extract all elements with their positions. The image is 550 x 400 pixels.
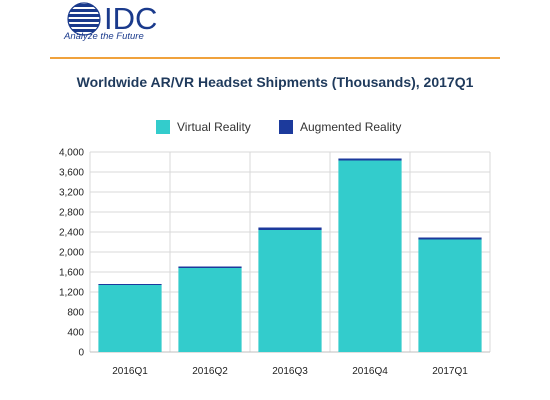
- legend-label-virtual-reality: Virtual Reality: [177, 120, 251, 134]
- bar-augmented-reality-2016q2: [178, 266, 242, 268]
- y-tick-label: 1,200: [59, 288, 84, 299]
- y-tick-label: 800: [67, 308, 84, 319]
- y-tick-label: 3,600: [59, 168, 84, 179]
- globe-logo-icon: [67, 2, 101, 36]
- x-tick-label: 2017Q1: [432, 366, 468, 377]
- y-tick-label: 0: [78, 348, 84, 359]
- bar-virtual-reality-2016q2: [178, 268, 242, 352]
- y-tick-label: 2,400: [59, 228, 84, 239]
- bar-virtual-reality-2016q3: [258, 230, 322, 352]
- chart-title: Worldwide AR/VR Headset Shipments (Thous…: [76, 74, 474, 90]
- y-axis-tick-labels: 0 400 800 1,200 1,600 2,000 2,400 2,800 3,200 3,6…: [59, 148, 84, 359]
- header-divider: [50, 57, 500, 59]
- y-tick-label: 2,800: [59, 208, 84, 219]
- legend-item-virtual-reality: Virtual Reality: [156, 119, 251, 135]
- bar-virtual-reality-2016q4: [338, 160, 402, 352]
- chart-legend: Virtual Reality Augmented Reality: [0, 119, 550, 135]
- legend-swatch-virtual-reality: [156, 120, 170, 134]
- x-tick-label: 2016Q2: [192, 366, 228, 377]
- logo-tagline: Analyze the Future: [64, 31, 144, 42]
- bar-virtual-reality-2016q1: [98, 285, 162, 352]
- legend-label-augmented-reality: Augmented Reality: [300, 120, 402, 134]
- idc-logo: IDC: [64, 2, 194, 46]
- y-tick-label: 400: [67, 328, 84, 339]
- y-tick-label: 4,000: [59, 148, 84, 159]
- chart-bars: [98, 158, 482, 352]
- bar-augmented-reality-2016q3: [258, 227, 322, 230]
- bar-augmented-reality-2016q1: [98, 284, 162, 285]
- logo-name: IDC: [104, 1, 158, 36]
- bar-augmented-reality-2016q4: [338, 158, 402, 161]
- y-tick-label: 1,600: [59, 268, 84, 279]
- x-tick-label: 2016Q4: [352, 366, 388, 377]
- legend-item-augmented-reality: Augmented Reality: [279, 119, 401, 135]
- y-tick-label: 3,200: [59, 188, 84, 199]
- y-tick-label: 2,000: [59, 248, 84, 259]
- x-tick-label: 2016Q1: [112, 366, 148, 377]
- bar-augmented-reality-2017q1: [418, 237, 482, 240]
- x-tick-label: 2016Q3: [272, 366, 308, 377]
- bar-virtual-reality-2017q1: [418, 239, 482, 352]
- legend-swatch-augmented-reality: [279, 120, 293, 134]
- x-axis-tick-labels: 2016Q1 2016Q2 2016Q3 2016Q4 2017Q1: [112, 366, 468, 377]
